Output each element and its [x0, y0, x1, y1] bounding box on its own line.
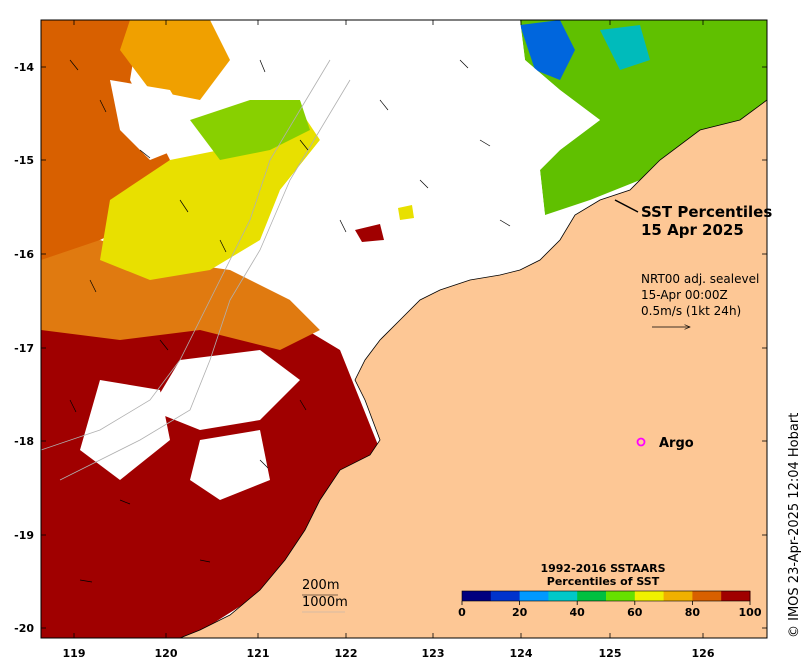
colorbar-tick-label: 40 — [570, 606, 586, 619]
currents-note-line3: 0.5m/s (1kt 24h) — [641, 304, 741, 318]
colorbar-swatch — [721, 591, 751, 601]
colorbar-tick-label: 100 — [739, 606, 762, 619]
sst-region-blue-ne — [520, 20, 575, 80]
y-axis: -14 -15 -16 -17 -18 -19 -20 — [14, 61, 767, 635]
current-arrow — [259, 59, 266, 73]
current-arrow — [299, 399, 307, 411]
x-axis: 119 120 121 122 123 124 125 126 — [63, 20, 715, 660]
y-tick-label: -18 — [14, 435, 34, 448]
y-tick-label: -17 — [14, 342, 34, 355]
x-tick-label: 122 — [335, 647, 358, 660]
colorbar-swatch — [634, 591, 665, 601]
colorbar-title1: 1992-2016 SSTAARS — [540, 562, 665, 575]
plot-frame — [40, 19, 768, 639]
colorbar-tick-label: 20 — [512, 606, 528, 619]
colorbar-swatch — [490, 591, 521, 601]
argo-label: Argo — [659, 436, 694, 451]
land-mass — [179, 99, 767, 638]
argo-marker-icon — [636, 437, 646, 447]
y-tick-label: -15 — [14, 154, 34, 167]
current-arrow — [119, 499, 131, 505]
colorbar-swatch — [519, 591, 549, 601]
x-tick-label: 119 — [63, 647, 86, 660]
current-arrow — [419, 179, 429, 189]
x-tick-label: 120 — [155, 647, 178, 660]
colorbar-swatch — [548, 591, 578, 601]
map-title-line2: 15 Apr 2025 — [641, 221, 744, 239]
x-tick-label: 123 — [422, 647, 445, 660]
current-arrow — [459, 59, 469, 69]
currents-note-line2: 15-Apr 00:00Z — [641, 288, 728, 302]
y-tick-label: -16 — [14, 248, 34, 261]
sst-region-orange-top — [120, 20, 230, 100]
y-tick-label: -14 — [14, 61, 34, 74]
isobath-1000m-line — [59, 79, 351, 481]
cloud-patch-2 — [80, 380, 170, 480]
sst-region-orange-band — [41, 240, 320, 350]
colorbar-swatch — [663, 591, 693, 601]
colorbar-swatch — [462, 591, 492, 601]
currents-note-line1: NRT00 adj. sealevel — [641, 272, 759, 286]
x-tick-label: 124 — [510, 647, 533, 660]
cloud-patch-3 — [190, 430, 270, 500]
current-arrow — [479, 139, 491, 147]
colorbar-title2: Percentiles of SST — [547, 575, 660, 588]
current-arrow — [69, 399, 77, 413]
colorbar-swatch — [692, 591, 722, 601]
colorbar — [461, 590, 751, 602]
credit-text: © IMOS 23-Apr-2025 12:04 Hobart — [787, 413, 802, 638]
sst-region-green-se — [520, 20, 767, 215]
current-arrow — [99, 99, 107, 113]
colorbar-swatch — [606, 591, 636, 601]
colorbar-tick-label: 80 — [685, 606, 701, 619]
cloud-patch-1 — [150, 350, 300, 430]
cloud-center — [260, 20, 600, 350]
isobath-200m-label: 200m — [302, 578, 339, 593]
y-tick-label: -20 — [14, 622, 34, 635]
current-vectors — [69, 59, 511, 583]
sst-red-spot — [355, 224, 384, 242]
colorbar-tick-label: 0 — [458, 606, 466, 619]
current-arrow — [159, 339, 169, 351]
sst-region-yellow — [100, 110, 320, 280]
current-arrow — [299, 139, 309, 151]
map-title-line1: SST Percentiles — [641, 203, 772, 221]
sst-region-orange-west — [41, 20, 170, 280]
sst-field — [41, 20, 767, 638]
x-tick-label: 126 — [692, 647, 715, 660]
colorbar-swatch — [577, 591, 607, 601]
sst-region-cyan-ne — [600, 25, 650, 70]
cloud-patch-4 — [110, 80, 200, 160]
sst-yellow-spot — [398, 205, 414, 220]
current-arrow — [199, 559, 211, 563]
current-arrow — [89, 279, 97, 293]
x-tick-label: 121 — [247, 647, 270, 660]
y-tick-label: -19 — [14, 529, 34, 542]
current-arrow — [139, 149, 151, 159]
title-pointer — [614, 199, 639, 213]
current-arrow — [79, 579, 93, 583]
current-arrow — [379, 99, 389, 111]
sst-region-green — [190, 100, 310, 160]
x-tick-label: 125 — [599, 647, 622, 660]
current-arrow — [219, 239, 227, 253]
colorbar-frame — [461, 590, 751, 602]
isobath-1000m-label: 1000m — [302, 595, 348, 610]
colorbar-tick-label: 60 — [627, 606, 643, 619]
current-arrow — [259, 459, 269, 469]
isobath-200m-line — [41, 59, 331, 451]
colorbar-ticks: 0 20 40 60 80 100 — [458, 601, 762, 619]
current-arrow — [69, 59, 79, 71]
current-arrow — [179, 199, 189, 213]
current-arrow — [339, 219, 347, 233]
current-arrow — [499, 219, 511, 227]
